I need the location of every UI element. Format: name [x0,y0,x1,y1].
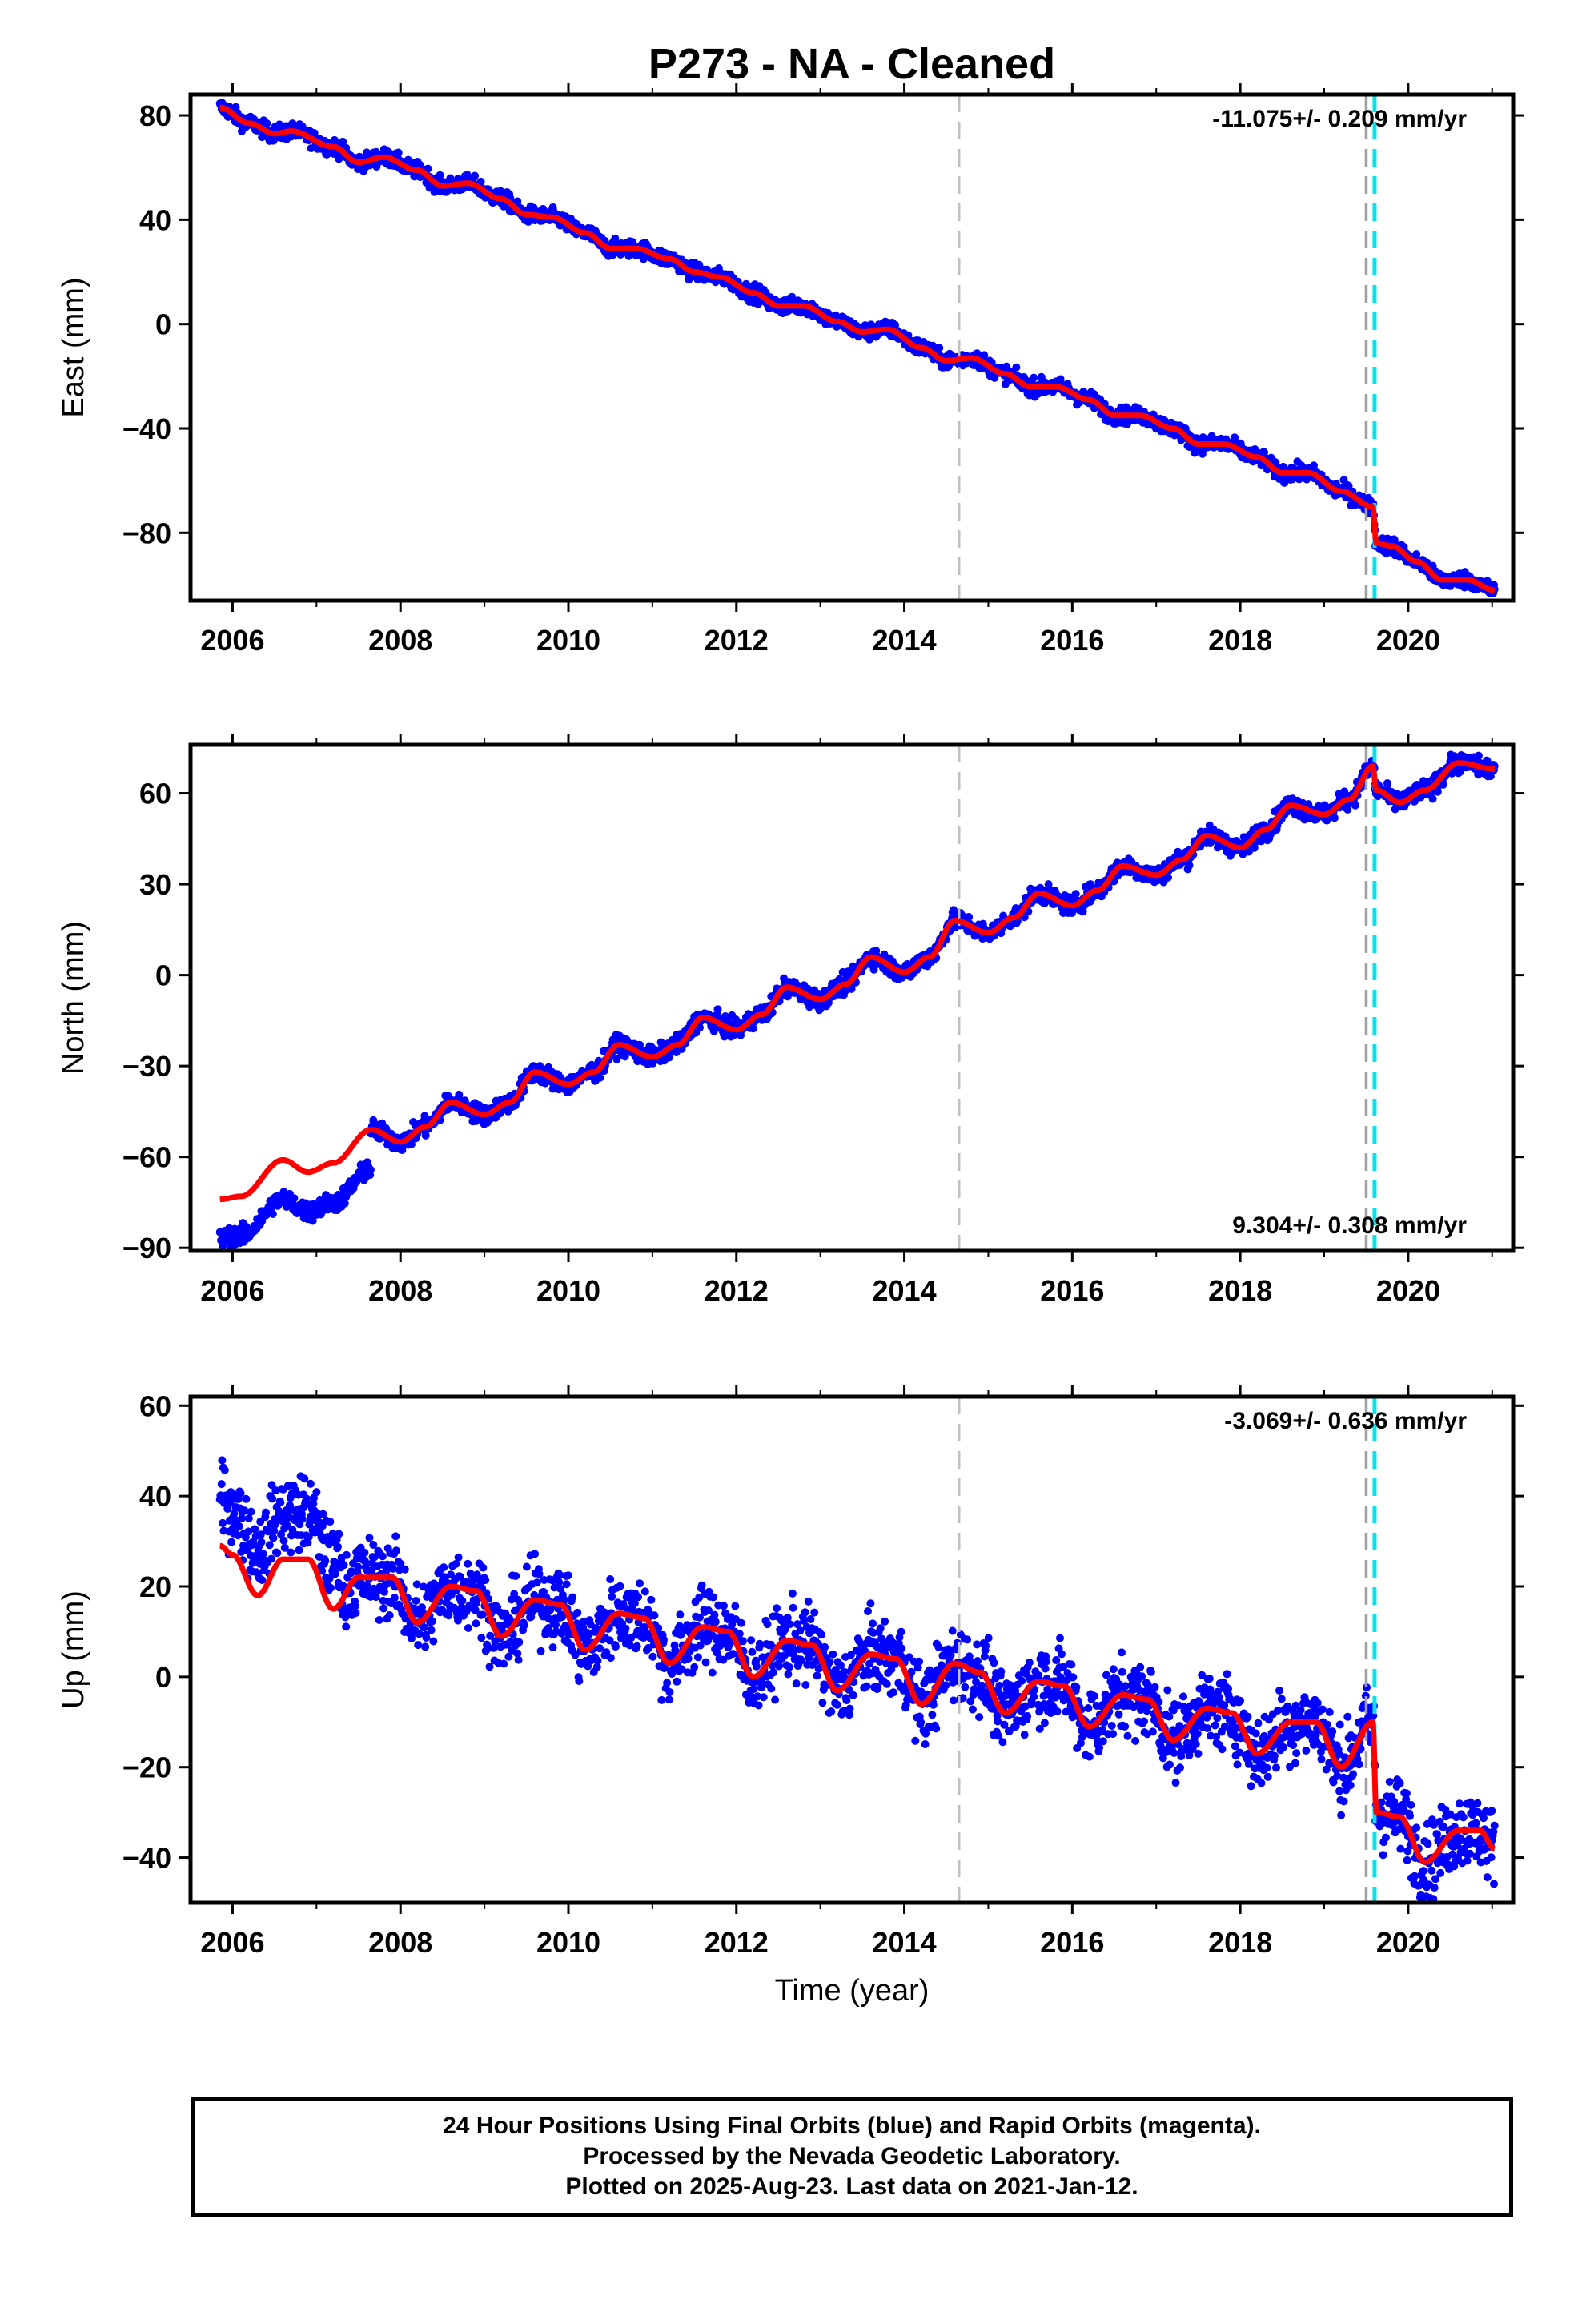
position-point [416,160,424,169]
position-point [1030,373,1038,382]
position-point [1330,814,1339,822]
position-point [242,1494,251,1503]
position-point [287,1548,295,1557]
x-tick-label: 2014 [873,1274,937,1307]
position-point [268,1494,277,1503]
position-point [276,1498,285,1507]
position-point [312,1488,321,1497]
velocity-rate-label: 9.304+/- 0.308 mm/yr [1232,1212,1467,1239]
position-point [1433,787,1442,796]
position-point [366,1165,375,1174]
plot-area [215,1397,1499,1903]
x-tick-label: 2014 [873,624,937,657]
position-point [1012,363,1021,372]
x-tick-label: 2012 [705,1274,769,1307]
position-point [935,344,944,352]
position-point [1185,861,1194,870]
y-tick-label: 0 [155,308,171,341]
position-point [596,1073,604,1082]
x-tick-label: 2016 [1040,1274,1104,1307]
position-point [1428,794,1437,803]
position-point [436,171,444,179]
position-point [339,137,347,146]
position-point [713,1005,722,1014]
position-point [273,1549,282,1558]
position-point [267,1554,275,1563]
model-fit-line [218,104,1497,593]
y-tick-label: 30 [139,868,171,901]
position-point [290,1194,299,1203]
chart-title: P273 - NA - Cleaned [648,40,1055,88]
x-tick-label: 2010 [536,624,600,657]
position-point [227,1538,235,1546]
position-points [215,1456,1499,1903]
position-point [1343,805,1352,814]
position-point [235,1522,243,1530]
position-point [306,1479,315,1488]
y-tick-label: 0 [155,959,171,992]
panel-2: 2006 2008 2010 2012 2014 2016 2018 2020 60 30 0 −30… [57,734,1524,1307]
position-points [215,99,1499,597]
position-point [257,1538,266,1546]
position-point [1071,890,1080,899]
panel-3: 2006 2008 2010 2012 2014 2016 2018 20206040200−… [57,1385,1524,1959]
panel-1: 2006 2008 2010 2012 2014 2016 2018 2020 80 40 0 −40… [57,83,1524,657]
x-tick-label: 2008 [368,624,432,657]
position-points [215,750,1499,1251]
position-point [1412,550,1421,558]
plot-area [215,745,1499,1251]
x-tick-label: 2020 [1376,624,1440,657]
position-point [217,1480,226,1489]
position-point [1351,801,1359,810]
position-point [265,1541,274,1550]
y-tick-label: −30 [122,1050,171,1083]
position-point [262,1508,270,1517]
x-tick-label: 2008 [368,1274,432,1307]
y-tick-label: −90 [122,1232,171,1265]
position-point [1164,873,1172,882]
y-tick-label: 60 [139,778,171,810]
x-tick-label: 2018 [1208,1274,1272,1307]
position-point [611,234,620,243]
position-point [749,1024,757,1033]
position-point [788,292,797,301]
x-tick-label: 2020 [1376,1274,1440,1307]
position-point [268,1210,277,1218]
y-axis-label: East (mm) [57,277,90,417]
position-point [476,177,485,186]
x-tick-label: 2010 [536,1274,600,1307]
velocity-rate-label: -11.075+/- 0.209 mm/yr [1212,106,1467,132]
x-tick-label: 2016 [1040,624,1104,657]
x-tick-label: 2012 [705,624,769,657]
position-point [980,351,989,360]
position-point [219,1518,227,1527]
panel-frame [188,92,1516,603]
y-tick-label: −80 [122,517,171,549]
position-point [247,1507,255,1516]
position-point [220,1466,229,1474]
plot-area [215,94,1499,601]
position-point [263,119,271,127]
y-tick-label: −40 [122,412,171,445]
position-point [471,171,480,180]
position-point [891,320,900,329]
y-axis-label: North (mm) [57,921,90,1075]
x-tick-label: 2018 [1208,624,1272,657]
position-point [1310,461,1318,470]
y-tick-label: 40 [139,203,171,236]
position-point [279,1536,288,1545]
position-point [298,1514,307,1523]
position-point [424,164,432,173]
position-point [295,1546,303,1554]
position-point [251,1525,259,1534]
position-point [1056,375,1065,384]
y-tick-label: 80 [139,99,171,132]
position-point [394,148,403,157]
x-tick-label: 2006 [200,624,264,657]
position-point [218,1456,227,1465]
position-point [269,1534,278,1542]
x-tick-label: 2006 [200,1274,264,1307]
y-tick-label: −60 [122,1141,171,1174]
